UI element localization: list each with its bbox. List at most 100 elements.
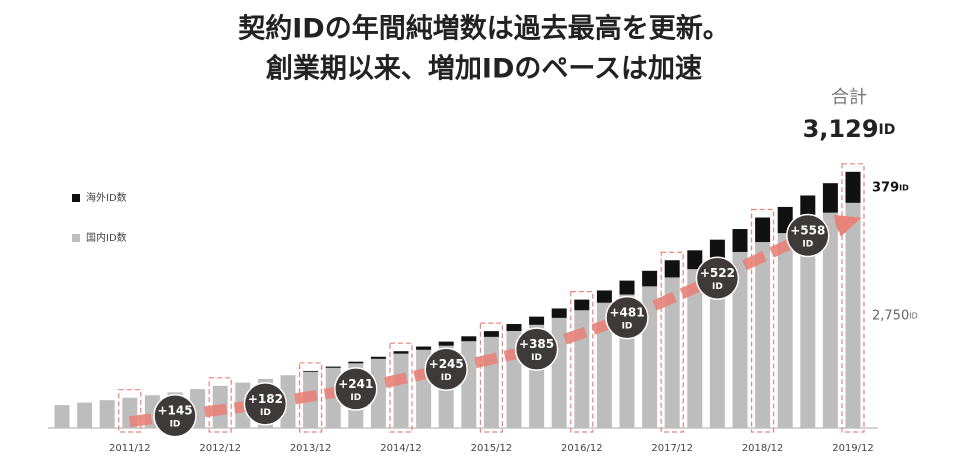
bar-segment — [664, 260, 680, 278]
bar-segment — [732, 229, 748, 252]
year-end-box — [841, 163, 865, 433]
bar-segment — [687, 250, 703, 270]
bar-segment — [596, 302, 612, 428]
increment-badge — [424, 347, 468, 391]
increment-part: ID — [350, 392, 361, 402]
year-end-box — [570, 291, 594, 433]
label-unit: ID — [909, 311, 918, 320]
increment-part: +558 — [790, 223, 825, 237]
bar-segment — [664, 277, 680, 428]
legend-label: 海外ID数 — [86, 191, 127, 204]
bar-segment — [619, 280, 635, 295]
bar-segment — [642, 270, 658, 287]
bar-segment — [574, 299, 590, 311]
bar-segment — [348, 361, 364, 364]
year-end-box — [389, 342, 413, 433]
increment-part: ID — [712, 282, 723, 292]
x-tick-label: 2013/12 — [290, 443, 332, 454]
increment-part: +522 — [700, 266, 735, 280]
bar-segment — [822, 183, 838, 213]
bar-segment — [483, 336, 499, 428]
increment-label: +558 ID — [790, 223, 825, 249]
bar-segment — [551, 308, 567, 318]
bar-segment — [687, 269, 703, 428]
bar-segment — [303, 370, 319, 372]
increment-badge — [334, 367, 378, 411]
bar-segment — [822, 212, 838, 428]
increment-badge — [153, 393, 197, 438]
bar-segment — [77, 402, 93, 428]
increment-badge — [514, 327, 559, 371]
bar-segment — [483, 331, 499, 337]
x-tick-label: 2019/12 — [832, 443, 874, 454]
increment-label: +145 ID — [157, 403, 192, 429]
bar-segment — [755, 242, 771, 428]
x-tick-label: 2014/12 — [380, 443, 422, 454]
bar-segment — [506, 324, 522, 331]
legend-swatch — [72, 234, 80, 242]
bar-segment — [461, 341, 477, 428]
value-label: 2,750ID — [872, 308, 918, 323]
bar-segment — [325, 366, 341, 368]
label-unit: ID — [879, 122, 896, 138]
increment-badge — [695, 256, 740, 300]
bar-segment — [732, 251, 748, 428]
increment-part: ID — [531, 353, 542, 363]
increment-label: +241 ID — [338, 376, 373, 402]
bar-segment — [845, 202, 861, 428]
increment-label: +522 ID — [700, 266, 735, 292]
bar-segment — [709, 239, 725, 261]
chart-title: 創業期以来、増加IDのペースは加速 — [266, 53, 702, 85]
x-tick-label: 2012/12 — [199, 443, 241, 454]
increment-part: +481 — [609, 305, 644, 319]
total-title: 合計 — [831, 87, 867, 108]
bar-segment — [370, 356, 386, 359]
label-number: 3,129 — [803, 115, 879, 143]
bar-segment — [393, 351, 409, 354]
bar-segment — [99, 400, 115, 428]
increment-part: +245 — [429, 357, 464, 371]
label-number: 2,750 — [872, 308, 909, 323]
bar-segment — [800, 223, 816, 428]
year-end-box — [660, 251, 684, 433]
total-value: 3,129ID — [803, 115, 896, 143]
bar-segment — [596, 290, 612, 303]
increment-part: +182 — [248, 391, 283, 405]
bar-segment — [54, 405, 70, 428]
bar-segment — [416, 346, 432, 350]
increment-label: +481 ID — [609, 305, 644, 331]
x-tick-label: 2011/12 — [109, 443, 151, 454]
bar-segment — [845, 171, 861, 203]
arrow-head — [833, 214, 862, 237]
label-unit: ID — [899, 183, 909, 192]
legend-label: 国内ID数 — [86, 231, 127, 244]
label-number: 379 — [872, 180, 899, 195]
increment-badge — [605, 295, 649, 340]
x-tick-label: 2015/12 — [471, 443, 513, 454]
bar-segment — [370, 358, 386, 428]
increment-part: ID — [170, 419, 181, 429]
increment-badge — [243, 382, 288, 426]
increment-label: +245 ID — [429, 357, 464, 383]
bar-segment — [755, 217, 771, 243]
bar-segment — [709, 260, 725, 428]
bar-segment — [393, 353, 409, 428]
increment-part: +241 — [338, 376, 373, 390]
increment-part: ID — [441, 373, 452, 383]
value-label: 379ID — [872, 180, 909, 195]
bar-segment — [280, 375, 296, 428]
year-end-box — [750, 208, 775, 433]
increment-part: ID — [622, 321, 633, 331]
increment-label: +385 ID — [519, 337, 554, 363]
bar-segment — [777, 233, 793, 428]
chart-title: 契約IDの年間純増数は過去最高を更新。 — [238, 13, 729, 45]
increment-part: +385 — [519, 337, 554, 351]
increment-badge — [786, 213, 830, 258]
year-end-box — [118, 389, 142, 433]
increment-label: +182 ID — [248, 391, 283, 417]
x-tick-label: 2017/12 — [651, 443, 693, 454]
x-tick-label: 2018/12 — [742, 443, 784, 454]
year-end-box — [479, 322, 503, 433]
increment-part: ID — [802, 239, 813, 249]
